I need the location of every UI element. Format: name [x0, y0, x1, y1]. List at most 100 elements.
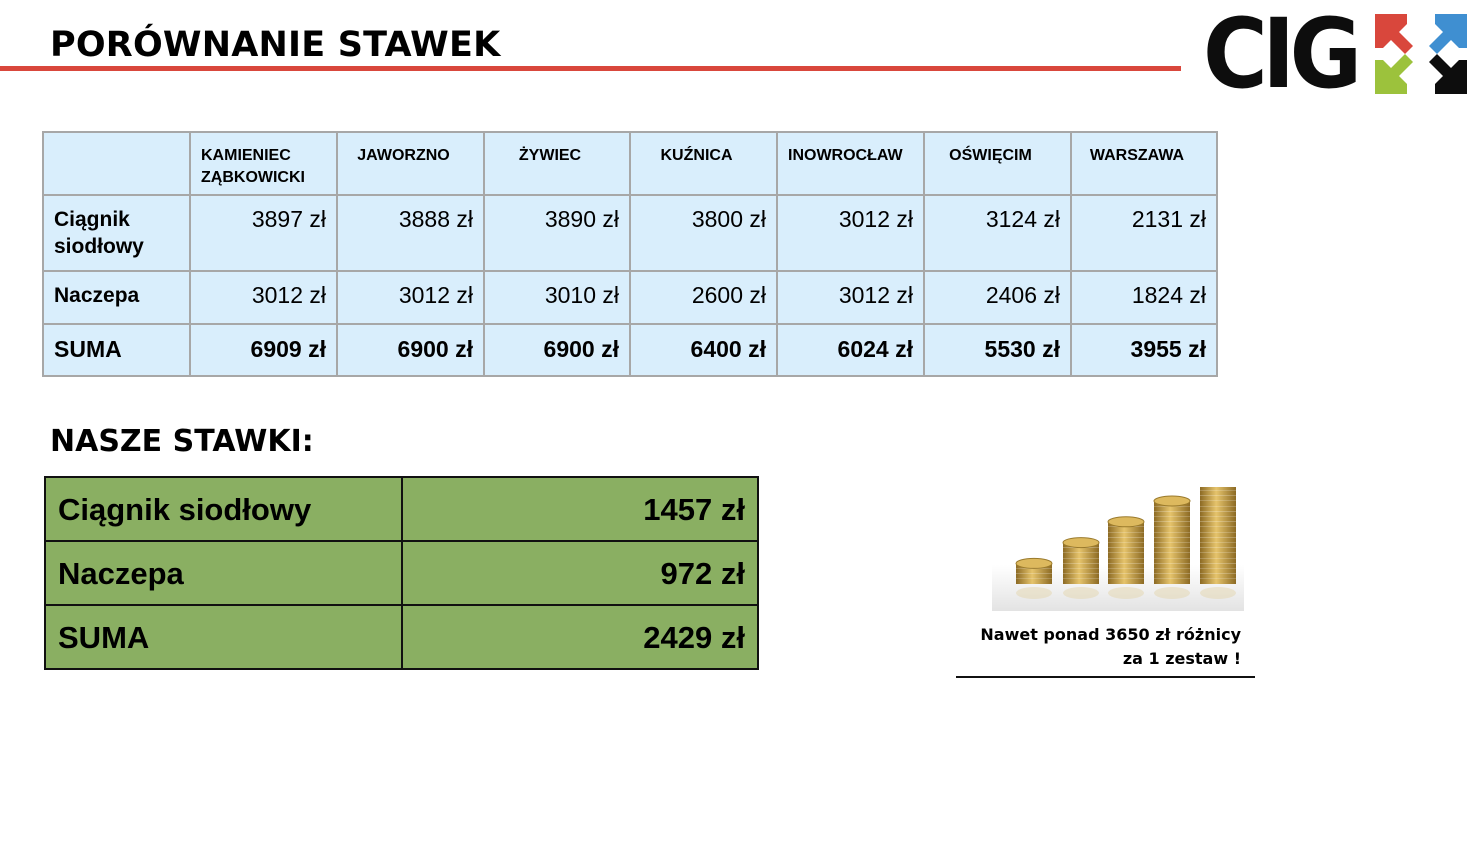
column-header: OŚWIĘCIM: [923, 131, 1072, 196]
coin: [1016, 573, 1052, 579]
our-rates-table: Ciągnik siodłowy 1457 zł Naczepa 972 zł …: [44, 476, 759, 670]
coin: [1108, 568, 1144, 574]
table-cell: 3012 zł: [189, 270, 338, 325]
table-row: Ciągnik siodłowy 3897 zł 3888 zł 3890 zł…: [42, 194, 1218, 272]
coin: [1108, 558, 1144, 564]
table-cell: 2406 zł: [923, 270, 1072, 325]
coin: [1154, 558, 1190, 564]
row-label: Ciągnik siodłowy: [44, 476, 403, 542]
coin: [1200, 511, 1236, 517]
coin: [1108, 553, 1144, 558]
table-cell: 6024 zł: [776, 323, 925, 377]
coin: [1154, 532, 1190, 538]
coin: [1200, 568, 1236, 574]
coin: [1200, 547, 1236, 553]
coin: [1063, 563, 1099, 569]
column-header: WARSZAWA: [1070, 131, 1218, 196]
coin: [1200, 490, 1236, 496]
table-cell: 2131 zł: [1070, 194, 1218, 272]
coin-reflection: [1154, 587, 1190, 599]
table-cell: 3010 zł: [483, 270, 631, 325]
coin: [1200, 579, 1236, 584]
savings-callout-line: Nawet ponad 3650 zł różnicy: [980, 625, 1241, 644]
coin: [1016, 568, 1052, 574]
table-cell: 1457 zł: [401, 476, 759, 542]
coin-top: [1062, 537, 1100, 549]
table-cell: 3897 zł: [189, 194, 338, 272]
coin-top: [1153, 495, 1191, 507]
coin: [1063, 573, 1099, 579]
cig-logo: CIG: [1203, 0, 1469, 108]
table-row-total: SUMA 6909 zł 6900 zł 6900 zł 6400 zł 602…: [42, 323, 1218, 377]
coin: [1154, 542, 1190, 548]
coin: [1108, 532, 1144, 538]
coin: [1154, 516, 1190, 522]
coin: [1108, 579, 1144, 584]
table-cell: 3012 zł: [776, 270, 925, 325]
table-cell: 3124 zł: [923, 194, 1072, 272]
column-header: INOWROCŁAW: [776, 131, 925, 196]
coin: [1200, 542, 1236, 548]
row-label: Naczepa: [44, 540, 403, 606]
coin: [1154, 568, 1190, 574]
coin: [1154, 563, 1190, 569]
table-cell: 6900 zł: [483, 323, 631, 377]
savings-callout-line: za 1 zestaw !: [1122, 649, 1241, 668]
coin: [1200, 516, 1236, 522]
table-row: Naczepa 972 zł: [44, 540, 759, 606]
coin: [1200, 558, 1236, 564]
coin: [1063, 568, 1099, 574]
column-header: ŻYWIEC: [483, 131, 631, 196]
coin: [1063, 553, 1099, 558]
coin: [1154, 506, 1190, 512]
coin: [1154, 573, 1190, 579]
coin-stacks-image-icon: [992, 487, 1244, 611]
row-label: Naczepa: [42, 270, 191, 325]
column-header: KAMIENIEC ZĄBKOWICKI: [189, 131, 338, 196]
coin: [1200, 501, 1236, 506]
table-cell: 1824 zł: [1070, 270, 1218, 325]
table-cell: 3955 zł: [1070, 323, 1218, 377]
coin: [1063, 558, 1099, 564]
coin: [1154, 579, 1190, 584]
our-rates-title: NASZE STAWKI:: [50, 424, 314, 459]
coin: [1154, 547, 1190, 553]
column-header: JAWORZNO: [336, 131, 485, 196]
logo-text: CIG: [1203, 0, 1362, 110]
coin: [1063, 547, 1099, 553]
row-label: SUMA: [44, 604, 403, 670]
coin-reflection: [1063, 587, 1099, 599]
coin: [1200, 553, 1236, 558]
table-row-total: SUMA 2429 zł: [44, 604, 759, 670]
coin-top: [1107, 516, 1145, 528]
four-arrows-logo-mark-icon: [1375, 14, 1467, 94]
savings-callout: Nawet ponad 3650 zł różnicy za 1 zestaw …: [950, 623, 1241, 671]
row-label: Ciągnik siodłowy: [42, 194, 191, 272]
coin: [1200, 563, 1236, 569]
coin: [1200, 506, 1236, 512]
coin: [1200, 537, 1236, 543]
table-cell: 3012 zł: [776, 194, 925, 272]
coin: [1154, 511, 1190, 517]
column-header: KUŹNICA: [629, 131, 778, 196]
coin: [1063, 579, 1099, 584]
table-row: Ciągnik siodłowy 1457 zł: [44, 476, 759, 542]
table-cell: 3800 zł: [629, 194, 778, 272]
coin: [1108, 542, 1144, 548]
coin: [1108, 563, 1144, 569]
table-cell: 2600 zł: [629, 270, 778, 325]
coin: [1108, 547, 1144, 553]
title-underline: [0, 66, 1181, 71]
table-cell: 6909 zł: [189, 323, 338, 377]
table-cell: 2429 zł: [401, 604, 759, 670]
coin: [1200, 487, 1236, 491]
coin-reflection: [1200, 587, 1236, 599]
table-cell: 3888 zł: [336, 194, 485, 272]
row-label: SUMA: [42, 323, 191, 377]
coin: [1200, 573, 1236, 579]
corner-cell: [42, 131, 191, 196]
coin: [1200, 527, 1236, 532]
callout-underline: [956, 676, 1255, 678]
table-cell: 972 zł: [401, 540, 759, 606]
coin: [1108, 527, 1144, 532]
